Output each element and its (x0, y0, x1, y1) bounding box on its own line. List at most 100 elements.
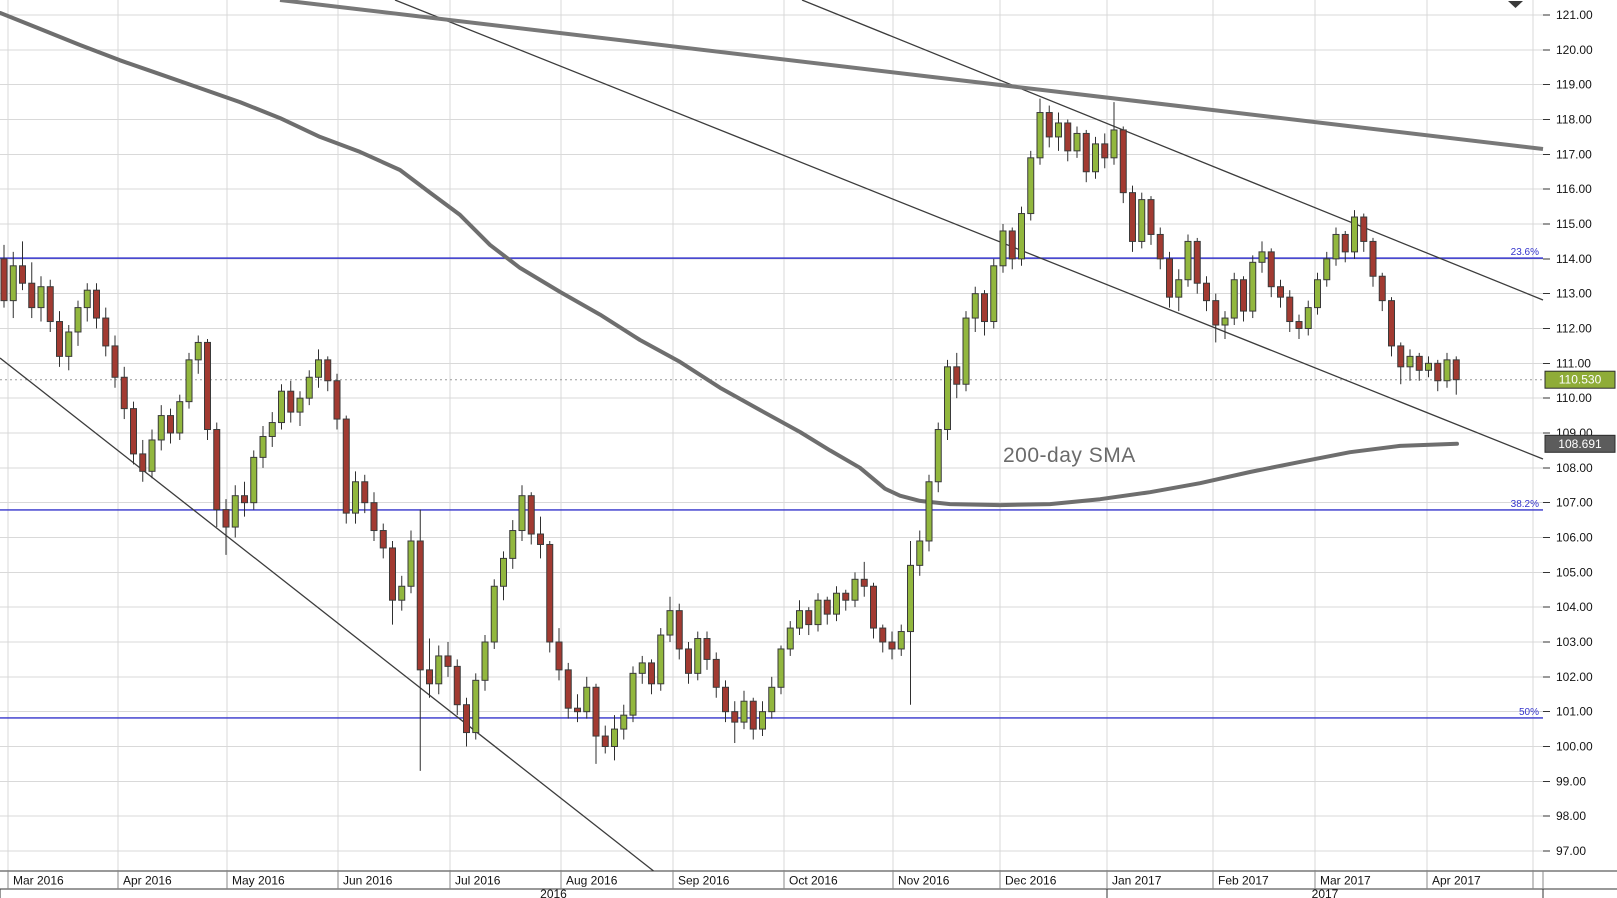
candle-body (537, 533, 544, 545)
candle (83, 283, 91, 322)
candle-body (601, 735, 609, 747)
candle (46, 279, 54, 332)
candle-body (435, 655, 443, 685)
candle (194, 335, 202, 374)
candle-body (934, 429, 942, 483)
candle (1045, 105, 1053, 148)
candle (370, 492, 378, 541)
candle (1323, 251, 1331, 287)
candle (1166, 251, 1173, 308)
candle (222, 499, 230, 555)
candle-body (463, 704, 470, 734)
candle-body (1388, 300, 1395, 347)
candle-body (250, 456, 258, 504)
month-label: Mar 2017 (1320, 874, 1371, 888)
last-price-badge-box (1544, 370, 1616, 389)
candle-body (620, 714, 628, 730)
candle (749, 697, 757, 740)
candle (851, 572, 859, 608)
candle-body (167, 415, 174, 434)
month-label: Jun 2016 (343, 874, 393, 888)
candle-body (786, 627, 794, 650)
candles (0, 98, 1460, 771)
candle (611, 715, 618, 761)
candle-body (1415, 355, 1423, 371)
candle-body (19, 265, 26, 284)
candle-body (416, 540, 424, 671)
price-tick-label: 113.00 (1556, 287, 1592, 301)
candle (398, 575, 406, 611)
candle-body (1110, 129, 1118, 159)
candle (1267, 248, 1275, 298)
candle (990, 258, 998, 329)
price-tick-label: 120.00 (1556, 43, 1593, 57)
candle-body (1240, 279, 1247, 312)
candle-body (833, 592, 840, 615)
fib-label: 23.6% (1511, 247, 1539, 258)
candle (1129, 185, 1136, 252)
axis-top-marker-icon[interactable] (1508, 1, 1523, 8)
price-tick-label: 105.00 (1556, 565, 1593, 579)
candle-body (1369, 240, 1377, 277)
price-tick-label: 101.00 (1556, 705, 1593, 719)
candle-body (777, 648, 785, 688)
candle (833, 586, 840, 622)
candle (842, 589, 850, 611)
candle (907, 540, 914, 705)
candle-body (629, 672, 637, 716)
candle (962, 311, 970, 392)
candle (1073, 126, 1081, 158)
candle (213, 422, 221, 528)
candle-body (46, 286, 54, 323)
candle-body (962, 317, 970, 385)
month-label: Oct 2016 (789, 874, 838, 888)
candle (786, 621, 794, 656)
candle (342, 415, 350, 524)
candle-body (555, 641, 563, 671)
candle-body (1277, 286, 1284, 298)
candle (1119, 126, 1127, 204)
candle (1415, 352, 1423, 381)
candle (204, 338, 211, 440)
candle (296, 391, 304, 427)
candle-body (1295, 321, 1303, 329)
candle (93, 283, 100, 329)
candle-body (1193, 240, 1201, 284)
candle-body (749, 700, 757, 730)
candle-body (1055, 122, 1062, 138)
candle (555, 628, 563, 681)
candle-body (759, 711, 766, 730)
candle-body (888, 641, 896, 650)
candle-body (703, 638, 711, 660)
price-tick-label: 115.00 (1556, 217, 1592, 231)
candle (1397, 342, 1405, 385)
candle (259, 426, 267, 468)
long-term-resistance-line (279, 0, 1544, 151)
candle (1101, 133, 1109, 169)
candle (703, 631, 711, 670)
candle (1360, 213, 1368, 252)
candle (444, 641, 452, 677)
candle (1156, 227, 1164, 270)
price-tick-label: 112.00 (1556, 321, 1592, 335)
price-tick-label: 100.00 (1556, 739, 1593, 753)
candle (675, 603, 683, 660)
candle (19, 241, 26, 291)
candle-body (953, 366, 961, 385)
candle (1092, 136, 1099, 179)
candle (777, 645, 785, 695)
candle (268, 412, 276, 447)
candle-body (999, 230, 1007, 267)
candle (352, 471, 359, 524)
candle-body (897, 631, 905, 650)
candle-body (814, 599, 822, 626)
month-label: Jan 2017 (1112, 874, 1162, 888)
candle (971, 286, 979, 332)
candle-body (648, 662, 655, 685)
candle (435, 645, 443, 695)
price-tick-label: 99.00 (1556, 774, 1586, 788)
downtrend-channel-lower-left (0, 357, 689, 898)
price-tick-label: 97.00 (1556, 844, 1586, 858)
